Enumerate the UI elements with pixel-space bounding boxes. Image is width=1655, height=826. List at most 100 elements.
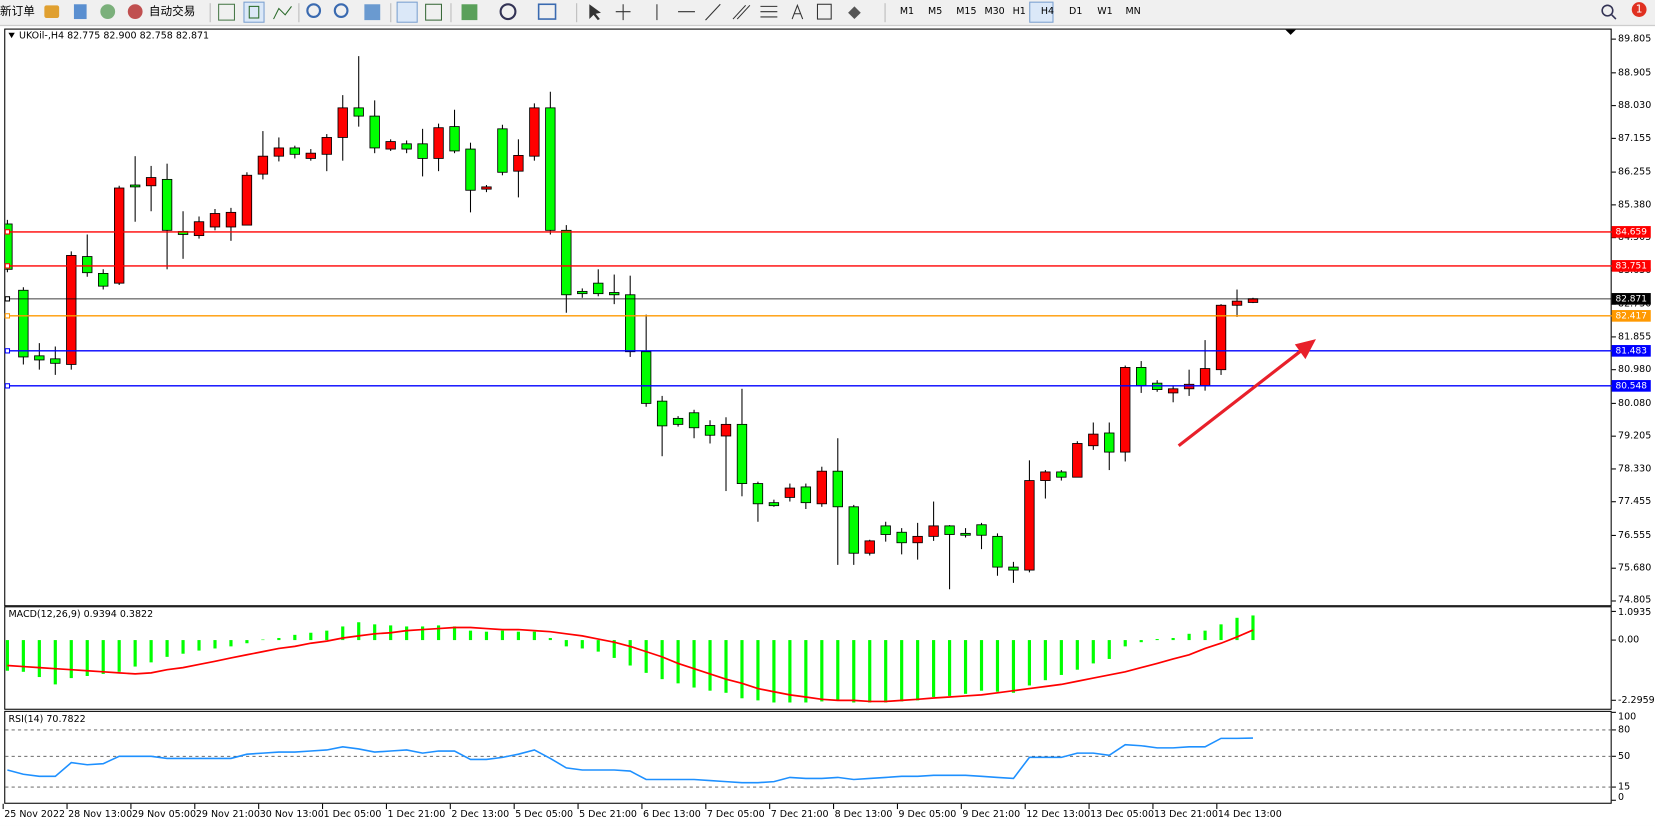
search-button[interactable] xyxy=(1601,4,1614,17)
macd-bar xyxy=(660,640,664,680)
candle-body xyxy=(1056,471,1067,478)
text-button[interactable] xyxy=(791,3,804,20)
macd-bar xyxy=(740,640,744,699)
candle-body xyxy=(1167,388,1179,394)
notification-badge[interactable] xyxy=(1631,2,1647,17)
candle-body xyxy=(720,423,732,437)
y-tick-label: 88.030 xyxy=(1618,100,1651,111)
timeframe-button[interactable]: W1 xyxy=(1097,6,1112,17)
macd-bar xyxy=(804,640,808,703)
macd-bar xyxy=(516,631,520,641)
cursor-button[interactable] xyxy=(589,4,601,21)
zoom-out-button[interactable] xyxy=(333,3,349,18)
tile-button[interactable] xyxy=(364,4,381,21)
macd-bar xyxy=(788,640,792,703)
candle-chart-button[interactable] xyxy=(243,1,265,23)
y-tick-label: -2.2959 xyxy=(1618,695,1655,706)
candle-body xyxy=(353,107,364,117)
fibo-button[interactable] xyxy=(760,5,778,18)
macd-bar xyxy=(1011,640,1016,693)
candle-body xyxy=(1008,566,1019,571)
new-order-button[interactable]: 新订单 xyxy=(0,4,35,18)
candle-body xyxy=(50,358,61,364)
timeframe-button[interactable]: D1 xyxy=(1069,6,1082,17)
macd-bar xyxy=(484,631,489,641)
icon[interactable] xyxy=(44,5,60,18)
y-tick-label: 85.380 xyxy=(1618,199,1651,210)
y-tick-label: 100 xyxy=(1618,712,1636,723)
trendline-button[interactable] xyxy=(705,3,721,21)
macd-bar xyxy=(37,640,41,678)
crosshair-button[interactable] xyxy=(615,4,631,21)
timeframe-button[interactable]: H1 xyxy=(1013,6,1026,17)
candle-body xyxy=(1088,433,1099,447)
line-chart-button[interactable] xyxy=(273,6,292,20)
candle-body xyxy=(1104,432,1115,453)
timeframe-button[interactable]: H4 xyxy=(1041,6,1054,17)
macd-bar xyxy=(1123,640,1127,647)
timeframe-button[interactable]: M5 xyxy=(928,6,942,17)
indicators-button[interactable] xyxy=(461,4,478,21)
rsi-line xyxy=(7,737,1254,784)
periods-button[interactable] xyxy=(499,3,517,21)
main-plot xyxy=(5,56,1612,590)
timeframe-button[interactable]: MN xyxy=(1125,6,1140,17)
icon xyxy=(248,5,260,19)
y-tick-label: 76.555 xyxy=(1618,530,1651,541)
x-tick-label: 9 Dec 21:00 xyxy=(962,809,1020,820)
zoom-in-button[interactable] xyxy=(306,3,322,18)
price-level-tag xyxy=(1611,380,1651,392)
label-button[interactable] xyxy=(816,3,832,20)
price-level-label: 81.483 xyxy=(1616,346,1647,356)
macd-bar xyxy=(724,640,728,693)
timeframe-button[interactable]: M15 xyxy=(956,6,976,17)
icon[interactable] xyxy=(100,4,116,20)
macd-bar xyxy=(884,640,888,703)
candle-body xyxy=(225,211,237,228)
candle-body xyxy=(625,294,636,353)
candle-body xyxy=(928,525,939,537)
timeframe-button[interactable]: M30 xyxy=(984,6,1004,17)
x-tick-label: 28 Nov 13:00 xyxy=(68,809,132,820)
price-level-label: 83.751 xyxy=(1616,261,1647,271)
timeframe-button[interactable]: M1 xyxy=(900,6,914,17)
macd-bar xyxy=(452,626,457,641)
macd-bar xyxy=(229,640,233,647)
macd-bar xyxy=(293,634,297,641)
bar-chart-button[interactable] xyxy=(218,3,235,21)
candle-body xyxy=(497,128,508,173)
templates-button[interactable] xyxy=(537,3,557,20)
price-level-tag xyxy=(1611,226,1651,238)
y-tick-label: 1.0935 xyxy=(1618,607,1651,618)
macd-pane xyxy=(4,606,1612,710)
candle-body xyxy=(1136,367,1147,386)
macd-signal-line xyxy=(7,626,1254,703)
candle-body xyxy=(1199,368,1211,386)
macd-bar xyxy=(916,640,920,701)
shift-marker xyxy=(1285,29,1296,35)
channel-button[interactable] xyxy=(732,4,751,20)
x-tick-label: 25 Nov 2022 xyxy=(4,809,65,820)
candle-body xyxy=(129,184,141,188)
auto-trading-icon[interactable] xyxy=(127,4,143,20)
y-tick-label: 81.855 xyxy=(1618,331,1651,342)
icon[interactable] xyxy=(73,4,87,20)
x-tick-label: 2 Dec 13:00 xyxy=(451,809,509,820)
macd-bar xyxy=(468,630,473,641)
macd-bar xyxy=(947,640,952,696)
price-level-label: 82.871 xyxy=(1616,294,1647,304)
macd-bar xyxy=(963,640,968,694)
x-tick-label: 5 Dec 05:00 xyxy=(515,809,573,820)
shift-button[interactable] xyxy=(425,3,443,21)
auto-trading-button[interactable]: 自动交易 xyxy=(149,4,195,18)
macd-bar xyxy=(1155,639,1159,641)
price-level-marker xyxy=(4,383,11,389)
autoscroll-button[interactable] xyxy=(396,1,418,23)
macd-bar xyxy=(852,640,856,703)
macd-bar xyxy=(101,640,105,674)
macd-bar xyxy=(149,640,153,663)
candle-body xyxy=(145,177,157,187)
candle-body xyxy=(976,524,987,536)
candle-body xyxy=(688,412,700,429)
x-tick-label: 1 Dec 05:00 xyxy=(324,809,382,820)
